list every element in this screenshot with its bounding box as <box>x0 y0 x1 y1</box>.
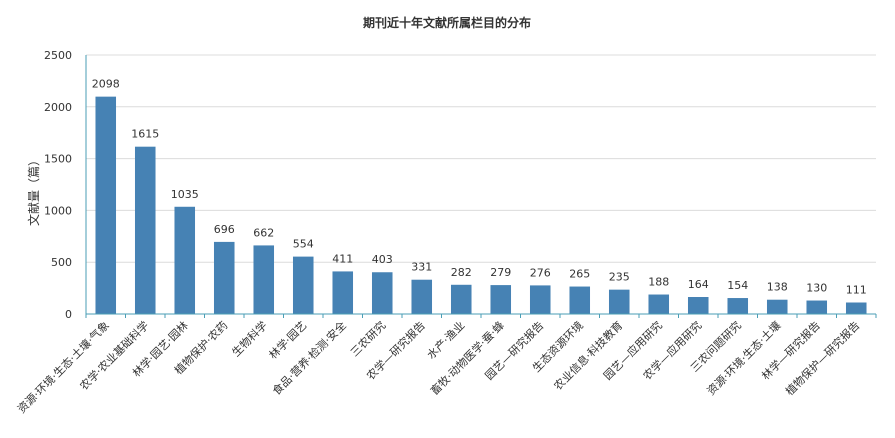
grid-lines <box>86 54 876 263</box>
y-tick-label: 2000 <box>44 101 72 114</box>
bar-value-label: 138 <box>767 281 788 294</box>
y-tick-label: 1000 <box>44 204 72 217</box>
x-tick-label: 农业信息·科技教育 <box>551 318 626 393</box>
bar <box>806 300 828 314</box>
bar <box>174 206 196 314</box>
bar-value-label: 154 <box>727 279 748 292</box>
bar <box>253 245 275 314</box>
x-tick-label: 食品·营养·检测·安全 <box>269 318 349 398</box>
bar-value-label: 276 <box>530 266 551 279</box>
bar-value-label: 331 <box>411 261 432 274</box>
bar-value-label: 235 <box>609 271 630 284</box>
bar <box>687 297 709 314</box>
bar <box>490 285 512 314</box>
bar <box>845 302 867 314</box>
bar-value-label: 164 <box>688 278 709 291</box>
bar-value-label: 279 <box>490 266 511 279</box>
bar <box>727 298 749 314</box>
bar <box>292 256 314 314</box>
x-tick-label: 植物保护—研究报告 <box>782 318 862 398</box>
bar-value-label: 2098 <box>92 78 120 91</box>
x-tick-label: 畜牧·动物医学·蚕·蜂 <box>427 318 507 398</box>
bar-value-label: 696 <box>214 223 235 236</box>
x-tick-label: 生物科学 <box>229 318 270 359</box>
bar <box>134 146 156 314</box>
y-tick-label: 0 <box>65 308 72 321</box>
y-tick-label: 500 <box>51 256 72 269</box>
bar-value-label: 111 <box>846 284 867 297</box>
bar-value-label: 130 <box>806 282 827 295</box>
x-tick-label: 资源·环境·生态·土壤 <box>704 318 784 398</box>
bar <box>371 272 393 314</box>
bar <box>608 289 630 314</box>
bar-value-label: 403 <box>372 253 393 266</box>
chart-title: 期刊近十年文献所属栏目的分布 <box>363 15 531 30</box>
bar <box>648 294 670 314</box>
bar-value-label: 554 <box>293 238 314 251</box>
bars <box>95 96 867 314</box>
y-axis-label: 文献量（篇） <box>26 154 41 226</box>
bar <box>332 271 354 314</box>
bar <box>411 279 433 314</box>
bar-value-label: 265 <box>569 268 590 281</box>
y-tick-label: 1500 <box>44 153 72 166</box>
bar-value-label: 1615 <box>131 128 159 141</box>
bar-value-label: 1035 <box>171 188 199 201</box>
bar <box>766 299 788 314</box>
bar-value-label: 662 <box>253 226 274 239</box>
bar <box>450 284 472 314</box>
bar <box>95 96 117 314</box>
bar <box>529 285 551 314</box>
bar <box>569 286 591 314</box>
axes <box>85 55 877 318</box>
bar-value-label: 282 <box>451 266 472 279</box>
y-tick-label: 2500 <box>44 49 72 62</box>
bar-value-label: 411 <box>332 252 353 265</box>
bar <box>213 241 235 314</box>
x-tick-label: 三农研究 <box>347 318 388 359</box>
x-tick-label: 农学·农业基础科学 <box>77 318 152 393</box>
bar-value-label: 188 <box>648 276 669 289</box>
